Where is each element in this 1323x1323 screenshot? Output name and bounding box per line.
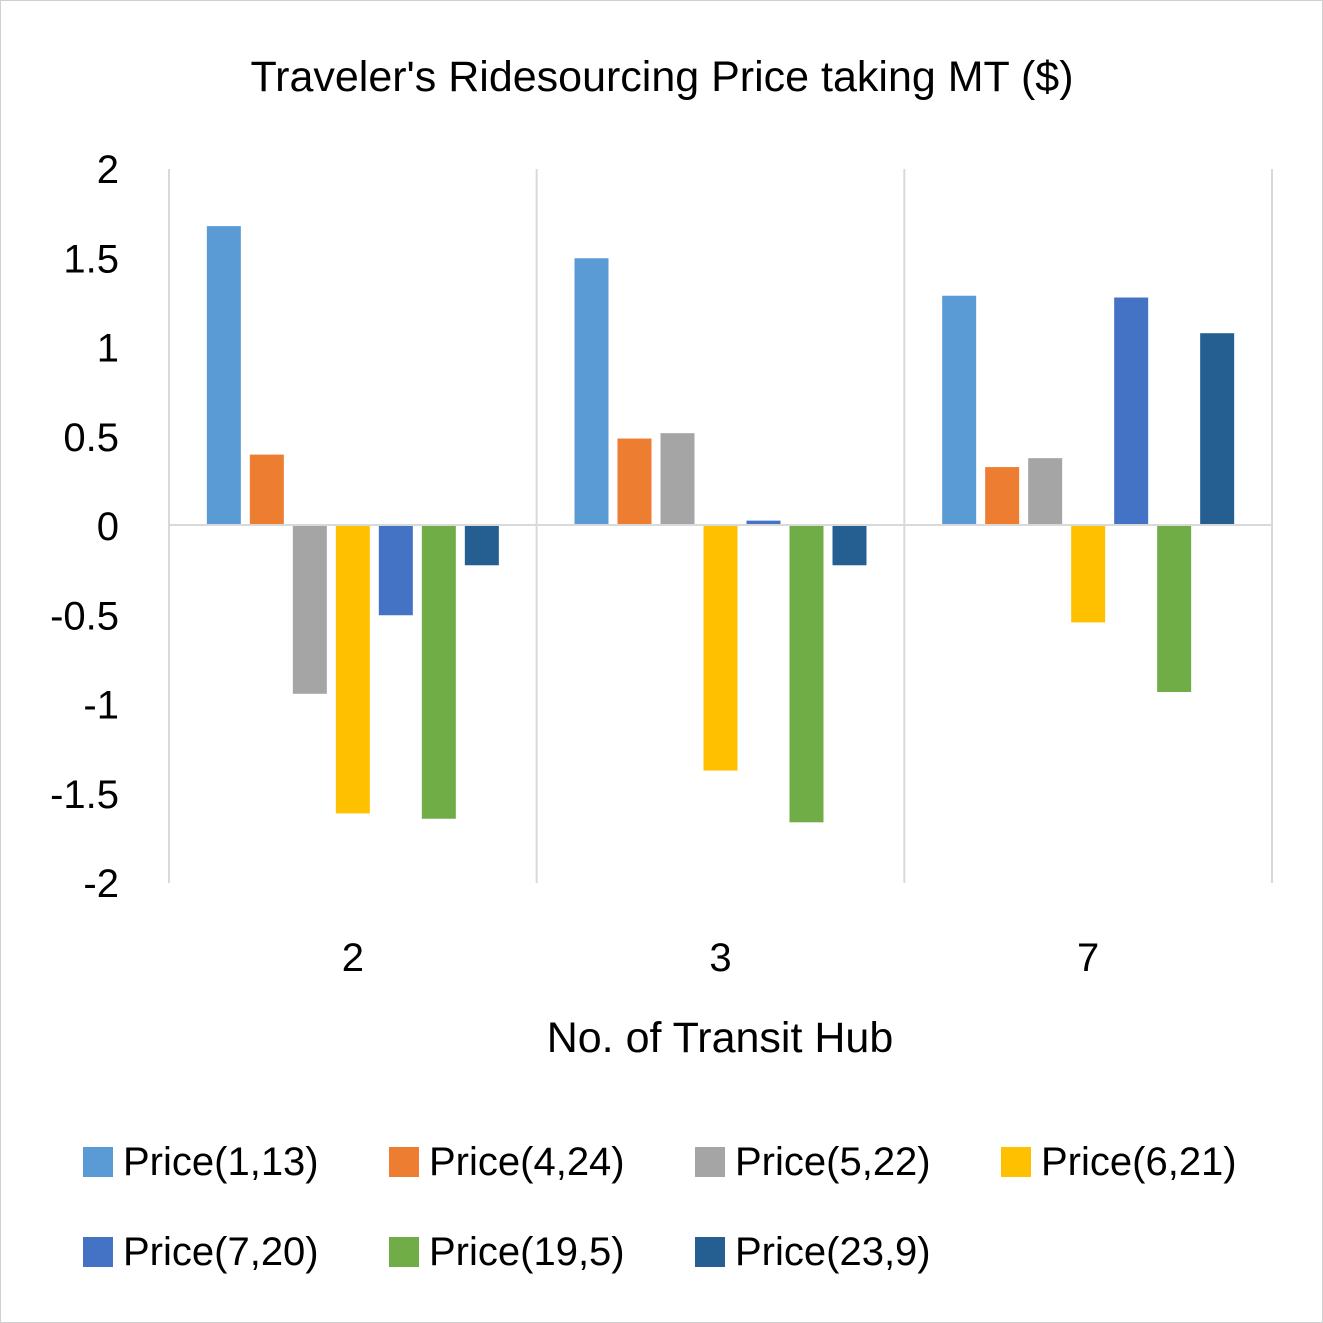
x-tick-label: 3	[709, 936, 731, 980]
legend-label: Price(23,9)	[735, 1230, 931, 1274]
bar-Price(6,21)-7	[1071, 526, 1106, 623]
legend-label: Price(7,20)	[123, 1230, 319, 1274]
bar-Price(4,24)-3	[617, 438, 652, 526]
x-tick-label: 2	[342, 936, 364, 980]
y-tick-label: 1.5	[63, 237, 119, 281]
legend-swatch	[389, 1237, 419, 1267]
bar-Price(19,5)-3	[789, 526, 824, 823]
legend-label: Price(6,21)	[1041, 1140, 1237, 1184]
bar-Price(19,5)-2	[421, 526, 456, 819]
bar-Price(6,21)-3	[703, 526, 738, 771]
bar-Price(6,21)-2	[335, 526, 370, 814]
y-tick-label: -0.5	[50, 594, 119, 638]
bar-Price(19,5)-7	[1157, 526, 1192, 693]
y-tick-label: -2	[83, 862, 119, 906]
bar-Price(1,13)-2	[206, 226, 241, 526]
x-axis-ticks: 2 3 7	[342, 936, 1100, 980]
y-tick-label: 0	[97, 505, 119, 549]
bar-Price(4,24)-7	[985, 467, 1020, 526]
y-tick-label: -1	[83, 684, 119, 728]
y-tick-label: -1.5	[50, 773, 119, 817]
legend-label: Price(4,24)	[429, 1140, 625, 1184]
y-tick-label: 1	[97, 327, 119, 371]
bar-Price(7,20)-2	[378, 526, 413, 616]
legend-label: Price(5,22)	[735, 1140, 931, 1184]
y-tick-label: 0.5	[63, 416, 119, 460]
bar-Price(5,22)-7	[1028, 458, 1063, 526]
bar-Price(23,9)-3	[832, 526, 867, 566]
bar-Price(23,9)-2	[464, 526, 499, 566]
bar-Price(1,13)-3	[574, 258, 609, 526]
chart-title: Traveler's Ridesourcing Price taking MT …	[250, 53, 1073, 101]
bar-Price(4,24)-2	[249, 454, 284, 526]
legend: Price(1,13) Price(4,24) Price(5,22) Price(6…	[83, 1140, 1237, 1274]
x-tick-label: 7	[1077, 936, 1099, 980]
legend-label: Price(1,13)	[123, 1140, 319, 1184]
y-tick-label: 2	[97, 148, 119, 192]
x-axis-title: No. of Transit Hub	[547, 1014, 894, 1062]
legend-swatch	[389, 1147, 419, 1177]
bar-Price(5,22)-3	[660, 433, 695, 526]
bars	[206, 226, 1235, 823]
bar-Price(5,22)-2	[292, 526, 327, 694]
bar-Price(23,9)-7	[1200, 333, 1235, 526]
legend-swatch	[695, 1237, 725, 1267]
bar-Price(1,13)-7	[942, 295, 977, 526]
legend-swatch	[695, 1147, 725, 1177]
bar-Price(7,20)-3	[746, 520, 781, 526]
legend-swatch	[83, 1237, 113, 1267]
bar-Price(7,20)-7	[1114, 297, 1149, 526]
legend-swatch	[1001, 1147, 1031, 1177]
legend-swatch	[83, 1147, 113, 1177]
y-axis-ticks: 2 1.5 1 0.5 0 -0.5 -1 -1.5 -2	[50, 148, 119, 906]
legend-label: Price(19,5)	[429, 1230, 625, 1274]
